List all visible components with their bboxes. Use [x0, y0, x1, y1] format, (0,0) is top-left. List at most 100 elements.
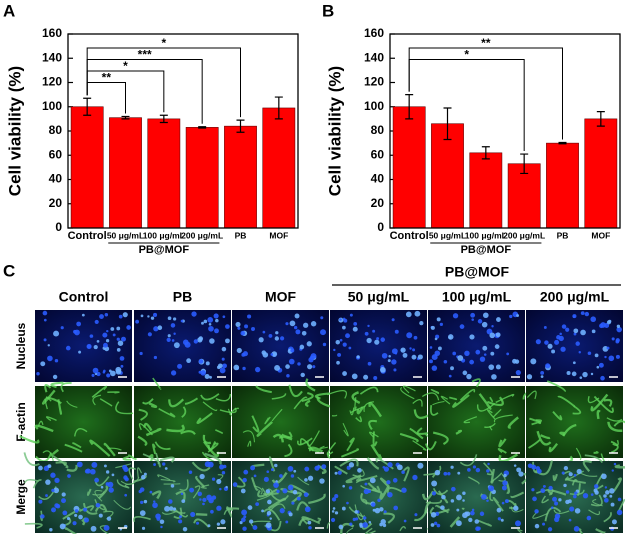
actin-fiber: [424, 441, 437, 451]
axes-frame: [389, 33, 621, 229]
nucleus: [594, 484, 599, 489]
nucleus: [225, 338, 230, 344]
nucleus: [119, 356, 125, 361]
nucleus: [170, 370, 177, 376]
nucleus: [536, 468, 542, 474]
nucleus: [334, 494, 339, 499]
nucleus: [417, 354, 423, 360]
actin-fiber: [348, 506, 364, 518]
actin-fiber: [24, 522, 43, 529]
micrograph-bg: [526, 310, 623, 382]
nucleus: [518, 471, 524, 477]
significance-label: *: [123, 59, 128, 73]
actin-fiber: [148, 402, 158, 409]
nucleus: [241, 509, 248, 516]
nucleus: [240, 488, 246, 494]
actin-fiber: [364, 527, 376, 534]
actin-fiber: [360, 484, 378, 493]
nucleus: [441, 494, 446, 500]
nucleus: [119, 528, 123, 531]
actin-fiber: [215, 393, 232, 402]
nucleus: [216, 522, 221, 526]
nucleus: [110, 327, 115, 331]
nucleus: [496, 507, 502, 513]
y-tick-label: 100: [42, 99, 62, 113]
nucleus: [447, 334, 454, 340]
nucleus: [542, 522, 546, 526]
nucleus: [554, 513, 561, 519]
nucleus: [437, 346, 442, 351]
nucleus: [118, 314, 123, 319]
nucleus: [262, 330, 266, 334]
x-tick-label: 100 μg/mL: [143, 230, 185, 240]
nucleus: [166, 337, 171, 342]
actin-fiber: [317, 517, 322, 523]
nucleus: [573, 494, 577, 499]
actin-fiber: [326, 442, 337, 456]
actin-fiber: [301, 516, 321, 525]
actin-fiber: [368, 419, 378, 431]
nucleus: [288, 512, 293, 517]
actin-fiber: [72, 442, 82, 449]
nucleus: [481, 321, 488, 328]
actin-fiber: [103, 442, 116, 457]
nucleus: [180, 319, 184, 323]
nucleus: [569, 506, 575, 512]
micrograph: [219, 378, 338, 459]
nucleus: [401, 470, 405, 474]
actin-fiber: [60, 382, 72, 393]
nucleus: [189, 487, 195, 493]
actin-fiber: [546, 380, 566, 393]
nucleus: [60, 326, 64, 330]
actin-fiber: [468, 476, 480, 485]
x-tick-label: 100 μg/mL: [465, 230, 507, 240]
nucleus: [150, 316, 155, 320]
nucleus: [102, 332, 108, 338]
nucleus: [201, 321, 204, 325]
nucleus: [42, 310, 48, 316]
nucleus: [540, 375, 544, 379]
significance-label: *: [161, 36, 166, 50]
error-bar: [443, 107, 452, 141]
nucleus: [467, 467, 471, 472]
nucleus: [274, 463, 278, 468]
actin-fiber: [173, 507, 189, 518]
error-bar: [558, 141, 567, 145]
nucleus: [76, 461, 83, 468]
nucleus: [177, 363, 183, 369]
actin-fiber: [279, 435, 293, 441]
nucleus: [348, 462, 355, 468]
nucleus: [580, 329, 586, 336]
actin-fiber: [399, 526, 407, 532]
nucleus: [565, 327, 570, 332]
error-bar: [83, 97, 92, 116]
actin-fiber: [143, 422, 153, 432]
actin-fiber: [138, 423, 153, 436]
nucleus: [78, 514, 83, 520]
nucleus: [456, 494, 462, 501]
nucleus: [431, 365, 438, 371]
nucleus: [211, 477, 216, 481]
nucleus: [285, 520, 289, 524]
nucleus: [244, 324, 249, 329]
actin-fiber: [204, 452, 222, 465]
actin-fiber: [607, 421, 623, 432]
error-bar: [596, 111, 605, 127]
nucleus: [303, 322, 309, 328]
nucleus: [380, 337, 386, 342]
actin-fiber: [510, 491, 525, 499]
actin-fiber: [399, 432, 419, 443]
nucleus: [91, 461, 98, 468]
actin-fiber: [281, 431, 293, 439]
y-axis-label: Cell viability (%): [5, 66, 24, 196]
nucleus: [560, 346, 566, 352]
actin-fiber: [271, 408, 283, 422]
nucleus: [548, 485, 553, 491]
actin-fiber: [74, 428, 88, 437]
actin-fiber: [596, 409, 601, 420]
actin-fiber: [159, 456, 175, 463]
nucleus: [331, 497, 337, 502]
nucleus: [406, 332, 413, 339]
significance-label: ***: [138, 48, 152, 62]
nucleus: [61, 498, 66, 504]
